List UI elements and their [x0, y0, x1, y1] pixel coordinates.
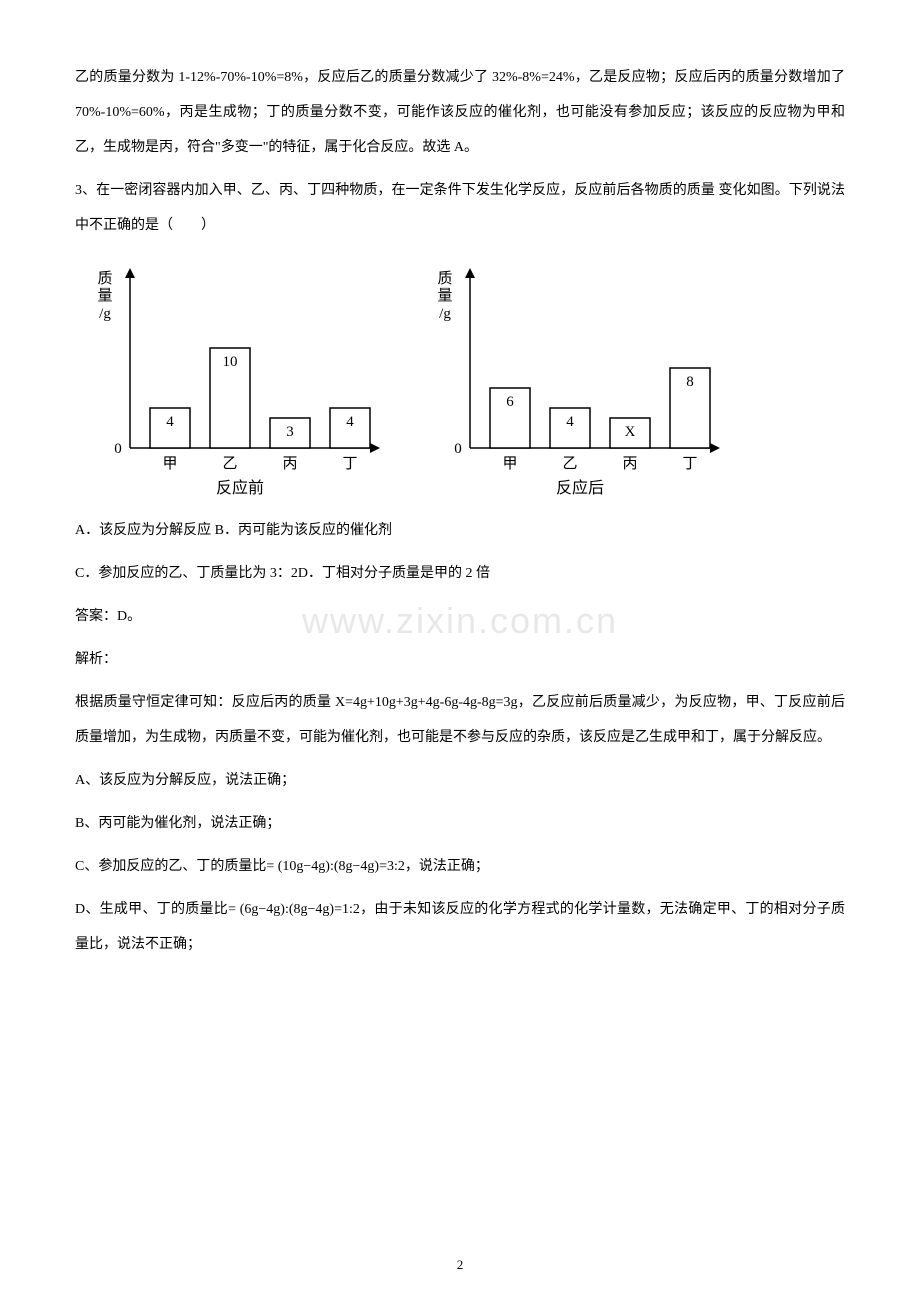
svg-text:4: 4 [346, 414, 354, 430]
svg-text:4: 4 [166, 414, 174, 430]
analysis-c-prefix: C、参加反应的乙、丁的质量比= [75, 859, 278, 874]
question-3: 3、在一密闭容器内加入甲、乙、丙、丁四种物质，在一定条件下发生化学反应，反应前后… [75, 173, 845, 243]
svg-text:/g: /g [99, 306, 111, 322]
option-cd: C．参加反应的乙、丁质量比为 3：2D．丁相对分子质量是甲的 2 倍 [75, 556, 845, 591]
chart-after: 质量/g 0 6 甲 4 乙 X丙 8 丁反应后 [415, 258, 725, 498]
analysis-a: A、该反应为分解反应，说法正确； [75, 763, 845, 798]
svg-text:甲: 甲 [162, 456, 177, 472]
svg-text:6: 6 [506, 394, 514, 410]
svg-text:量: 量 [437, 288, 452, 304]
analysis-b: B、丙可能为催化剂，说法正确； [75, 806, 845, 841]
svg-text:X: X [625, 424, 636, 440]
option-ab: A．该反应为分解反应 B．丙可能为该反应的催化剂 [75, 513, 845, 548]
analysis-d-prefix: D、生成甲、丁的质量比= [75, 902, 240, 917]
svg-text:10: 10 [223, 354, 238, 370]
analysis-c-formula: (10g−4g):(8g−4g)=3:2 [278, 859, 405, 874]
svg-text:8: 8 [686, 374, 694, 390]
analysis-c-suffix: ，说法正确； [405, 859, 489, 874]
charts-container: 质量/g04甲10乙3丙4丁反应前 质量/g06甲4乙X丙8丁反应后 [75, 258, 845, 498]
analysis-body: 根据质量守恒定律可知：反应后丙的质量 X=4g+10g+3g+4g-6g-4g-… [75, 685, 845, 755]
paragraph-1: 乙的质量分数为 1-12%-70%-10%=8%，反应后乙的质量分数减少了 32… [75, 60, 845, 165]
svg-text:4: 4 [566, 414, 574, 430]
svg-text:乙: 乙 [222, 456, 237, 472]
svg-text:丁: 丁 [682, 456, 697, 472]
svg-text:丁: 丁 [342, 456, 357, 472]
document-content: 乙的质量分数为 1-12%-70%-10%=8%，反应后乙的质量分数减少了 32… [75, 60, 845, 962]
chart-before: 质量/g 0 4 甲 10 乙 3 丙 4 丁反应前 [75, 258, 385, 498]
svg-text:3: 3 [286, 424, 294, 440]
page-number: 2 [457, 1257, 464, 1273]
svg-text:丙: 丙 [282, 456, 297, 472]
svg-text:/g: /g [439, 306, 451, 322]
analysis-c: C、参加反应的乙、丁的质量比= (10g−4g):(8g−4g)=3:2，说法正… [75, 849, 845, 884]
svg-text:乙: 乙 [562, 456, 577, 472]
svg-text:0: 0 [114, 441, 122, 457]
svg-text:反应前: 反应前 [216, 478, 264, 497]
svg-text:质: 质 [97, 270, 112, 287]
svg-text:0: 0 [454, 441, 462, 457]
svg-text:反应后: 反应后 [556, 478, 604, 497]
svg-text:质: 质 [437, 270, 452, 287]
answer: 答案：D。 [75, 599, 845, 634]
analysis-d: D、生成甲、丁的质量比= (6g−4g):(8g−4g)=1:2，由于未知该反应… [75, 892, 845, 962]
svg-text:丙: 丙 [622, 456, 637, 472]
analysis-label: 解析： [75, 642, 845, 677]
svg-text:量: 量 [97, 288, 112, 304]
svg-text:甲: 甲 [502, 456, 517, 472]
analysis-d-formula: (6g−4g):(8g−4g)=1:2 [240, 902, 360, 917]
